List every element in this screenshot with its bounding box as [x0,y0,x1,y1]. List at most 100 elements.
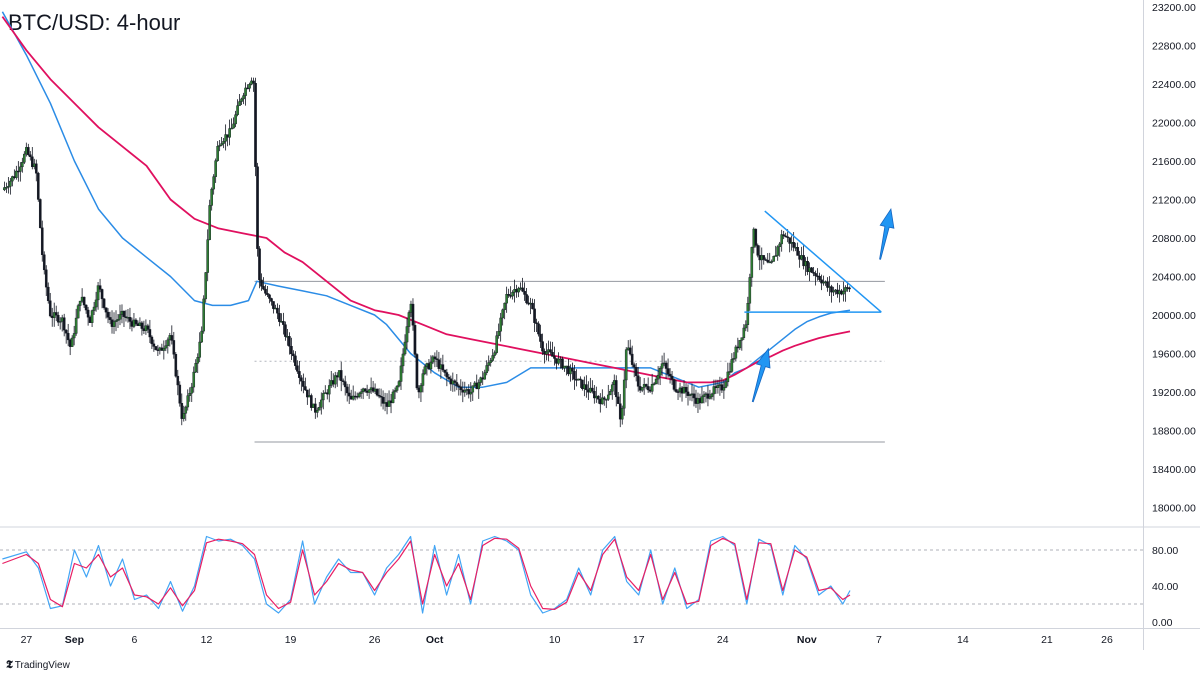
candle-28 [58,317,62,330]
candle-316 [632,362,636,378]
price-axis: 23200.00 22800.00 22400.00 22000.00 21600.00… [1152,2,1196,515]
candle-94 [190,382,194,402]
candle-55 [112,312,116,334]
candle-141 [284,321,287,341]
candle-234 [469,382,473,402]
candle-315 [630,345,634,368]
candle-106 [214,158,217,183]
candle-375 [750,246,754,287]
candle-133 [268,293,271,304]
candle-403 [806,256,809,276]
candle-415 [830,284,833,303]
price-tick-label: 22800.00 [1152,41,1196,53]
stoch-d-line[interactable] [2,537,851,611]
arrow-up-icon-1[interactable] [879,208,895,260]
candle-220 [441,354,445,372]
candlesticks [3,77,851,428]
candle-266 [533,299,536,333]
price-tick-label: 21600.00 [1152,156,1196,168]
candle-74 [150,335,154,349]
candle-378 [756,243,760,258]
candle-244 [489,357,492,367]
panes-background [0,0,1200,650]
candle-358 [716,379,720,394]
candle-241 [483,369,487,380]
candle-119 [240,97,243,105]
candle-304 [608,389,612,396]
ma-fast-line[interactable] [1,11,851,388]
candle-252 [505,286,508,313]
candle-248 [497,323,500,339]
candle-6 [15,165,18,180]
arrow-up-icon-0[interactable] [751,347,771,403]
candle-229 [459,379,463,396]
candle-45 [92,301,96,315]
candle-22 [46,282,50,304]
candle-36 [74,308,78,336]
candle-311 [622,370,626,416]
candle-127 [256,162,259,257]
candle-326 [652,382,656,386]
candle-173 [347,384,351,405]
candle-226 [453,379,457,392]
candle-246 [493,350,496,359]
candle-9 [21,157,24,173]
candle-1 [5,182,8,193]
candle-364 [728,362,732,376]
candle-148 [298,361,301,385]
candle-44 [90,309,94,328]
triangle-top-line[interactable] [764,210,882,313]
candle-108 [218,140,221,152]
candle-99 [200,326,204,343]
candle-86 [174,352,178,378]
candle-157 [316,407,319,418]
tradingview-brand[interactable]: 𝕿 TradingView [6,659,70,672]
candle-63 [128,307,132,330]
candle-217 [435,350,439,367]
candle-32 [66,323,70,347]
candle-98 [198,332,202,363]
candle-377 [754,228,758,248]
candle-409 [818,272,821,282]
candle-302 [604,398,608,409]
candle-278 [557,352,560,366]
candle-202 [405,317,409,350]
candle-116 [234,110,237,128]
candle-413 [826,277,829,292]
candle-97 [196,353,200,374]
candle-332 [664,360,668,379]
candle-214 [429,355,433,374]
candle-161 [323,385,327,394]
candle-391 [782,230,785,240]
candle-392 [784,232,787,238]
price-tick-label: 18000.00 [1152,503,1196,515]
candle-190 [381,390,385,410]
candle-188 [377,388,381,399]
candle-23 [48,292,52,318]
candle-330 [660,355,664,376]
ma-slow-line[interactable] [1,16,851,384]
candle-80 [162,340,166,360]
time-tick-label: 21 [1041,634,1053,646]
candle-40 [82,296,86,308]
candle-196 [393,387,397,399]
candle-334 [668,368,672,384]
candle-362 [724,378,728,389]
candle-201 [403,334,407,356]
candle-388 [776,245,779,261]
candle-298 [597,395,600,404]
candle-121 [244,82,247,106]
candle-76 [154,346,158,351]
candle-221 [443,369,447,377]
candle-120 [242,92,245,105]
time-tick-label: 17 [633,634,645,646]
candle-100 [202,295,205,334]
candle-143 [288,332,291,355]
time-tick-label: 12 [201,634,213,646]
candle-145 [292,350,295,363]
stoch-k-line[interactable] [2,535,851,614]
candle-289 [579,376,582,388]
candle-372 [744,320,748,332]
candle-128 [258,246,261,289]
